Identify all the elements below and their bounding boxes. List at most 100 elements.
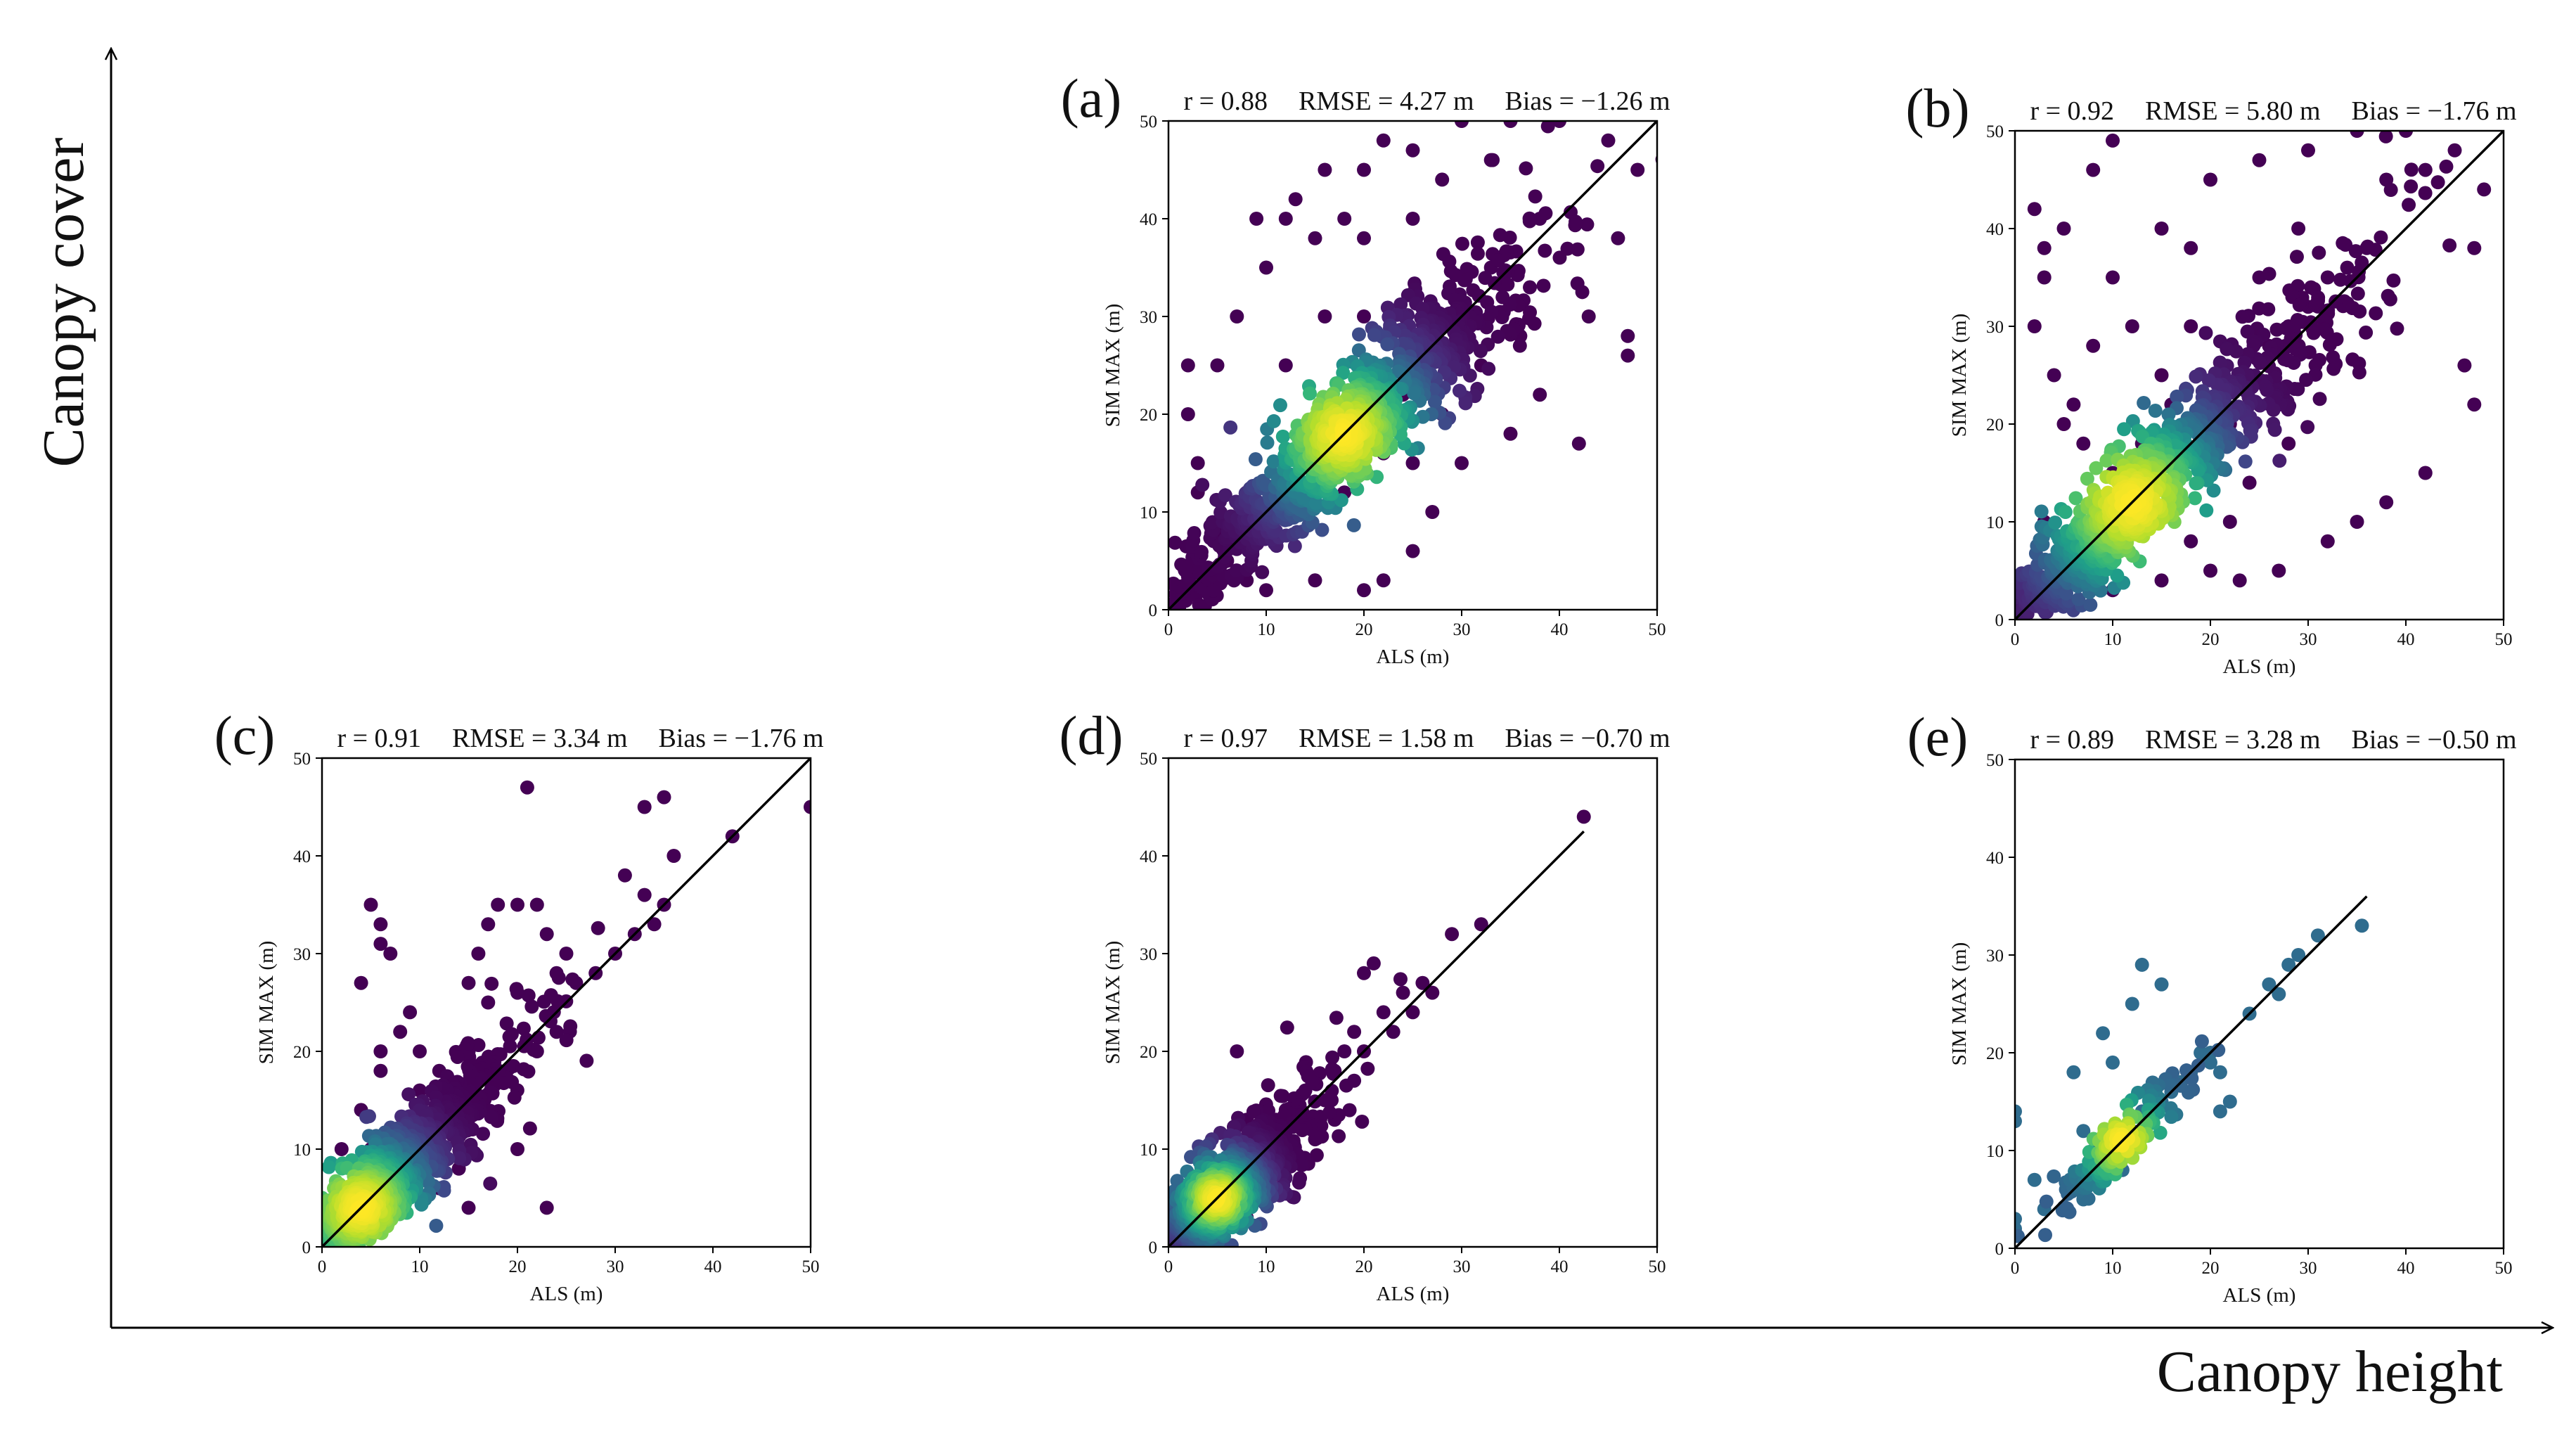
density-point [2402, 198, 2416, 212]
scatter-point [510, 1142, 524, 1156]
scatter-point [2066, 1065, 2081, 1079]
density-point [1205, 515, 1220, 530]
density-point [2333, 272, 2348, 287]
density-point [1339, 1078, 1353, 1093]
density-point [1309, 1148, 1324, 1162]
scatter-point [2015, 1114, 2022, 1129]
x-tick-label: 50 [802, 1257, 820, 1276]
y-tick-label: 0 [1149, 601, 1158, 620]
density-point [483, 1176, 498, 1191]
y-tick-label: 30 [1986, 318, 2004, 337]
scatter-point [2086, 338, 2101, 353]
scatter-point [1533, 387, 1547, 402]
density-point [1194, 544, 1209, 559]
scatter-point [1318, 309, 1332, 323]
density-point [2352, 365, 2366, 380]
density-point [1360, 1061, 1375, 1076]
scatter-point [1318, 162, 1332, 177]
density-point [1266, 454, 1281, 469]
density-point [2211, 1043, 2226, 1058]
density-point [2189, 476, 2203, 491]
scatter-point [1630, 162, 1645, 177]
scatter-point [481, 917, 496, 932]
x-tick-label: 30 [2300, 1259, 2317, 1278]
y-tick-label: 10 [1140, 504, 1157, 523]
y-tick-label: 50 [1140, 750, 1157, 769]
density-point [2439, 159, 2454, 174]
y-tick-label: 0 [1995, 611, 2004, 630]
density-point [2304, 280, 2319, 295]
density-point [1294, 1158, 1309, 1172]
y-tick-label: 20 [1140, 1043, 1157, 1062]
y-axis-label: SIM MAX (m) [255, 941, 278, 1065]
stats-value: r = 0.92 [2030, 96, 2114, 126]
stats-title: r = 0.89 RMSE = 3.28 m Bias = −0.50 m [2030, 725, 2516, 755]
density-point [2148, 404, 2163, 418]
scatter-point [2281, 436, 2296, 451]
scatter-point [2154, 368, 2169, 383]
scatter-point [2154, 222, 2169, 236]
y-axis-label: SIM MAX (m) [1102, 941, 1124, 1065]
x-tick-label: 20 [509, 1257, 527, 1276]
density-point [2252, 301, 2267, 316]
density-point [2110, 568, 2125, 583]
scatter-point [2203, 1055, 2217, 1070]
density-point [1325, 1093, 1339, 1108]
scatter-point [637, 800, 652, 814]
density-point [522, 1121, 537, 1136]
stats-value: r = 0.91 [337, 724, 421, 753]
scatter-point [549, 1025, 564, 1039]
scatter-point [1190, 456, 1205, 470]
density-point [2262, 267, 2276, 281]
density-point [509, 982, 524, 997]
scatter-point [2203, 563, 2217, 578]
scatter-point [2222, 1094, 2237, 1109]
scatter-point [1474, 917, 1488, 932]
scatter-point [2056, 417, 2071, 431]
panel-e: 0 10 20 30 40 50 0 10 20 30 40 50 ALS (m) SIM MAX (m)… [1907, 706, 2517, 1307]
density-point [2345, 352, 2360, 367]
x-tick-label: 20 [2202, 630, 2220, 649]
scatter-point [2291, 222, 2306, 236]
density-point [1568, 218, 1583, 233]
density-point [2047, 1169, 2061, 1184]
density-point [1570, 242, 1585, 257]
scatter-point [1455, 121, 1469, 128]
scatter-point [1230, 1044, 1244, 1058]
scatter-point [413, 1044, 427, 1058]
scatter-point [647, 917, 662, 932]
density-point [579, 1053, 594, 1068]
panel-d: 0 10 20 30 40 50 0 10 20 30 40 50 ALS (m) SIM MAX (m)… [1060, 705, 1670, 1305]
scatter-point [2291, 948, 2306, 962]
density-point [2336, 236, 2350, 250]
density-point [1455, 236, 1469, 251]
density-point [1195, 478, 1210, 492]
stats-value: RMSE = 3.28 m [2145, 725, 2320, 755]
density-point [2292, 297, 2307, 312]
scatter-point [1503, 426, 1518, 441]
scatter-point [539, 1200, 554, 1215]
scatter-point [1366, 956, 1381, 970]
x-tick-label: 30 [607, 1257, 624, 1276]
y-tick-label: 30 [1140, 945, 1157, 964]
density-point [1438, 416, 1453, 430]
density-point [1495, 310, 1509, 325]
scatter-point [2134, 957, 2149, 972]
stats-title: r = 0.97 RMSE = 1.58 m Bias = −0.70 m [1183, 724, 1670, 753]
scatter-point [2125, 997, 2139, 1011]
panel-label: (c) [214, 705, 276, 766]
scatter-point [1621, 348, 1635, 363]
plot-frame [321, 757, 812, 1248]
x-axis-label: ALS (m) [2223, 655, 2296, 678]
x-tick-label: 20 [2202, 1259, 2220, 1278]
scatter-point [1259, 583, 1273, 598]
scatter-point [1308, 231, 1322, 245]
y-tick-label: 40 [1140, 210, 1157, 229]
density-point [450, 1049, 465, 1064]
density-point [1309, 496, 1324, 511]
scatter-point [2272, 987, 2286, 1001]
density-point [1519, 161, 1533, 176]
x-tick-label: 0 [1164, 1257, 1173, 1276]
y-tick-label: 20 [1986, 416, 2004, 435]
scatter-point [1210, 358, 1225, 373]
